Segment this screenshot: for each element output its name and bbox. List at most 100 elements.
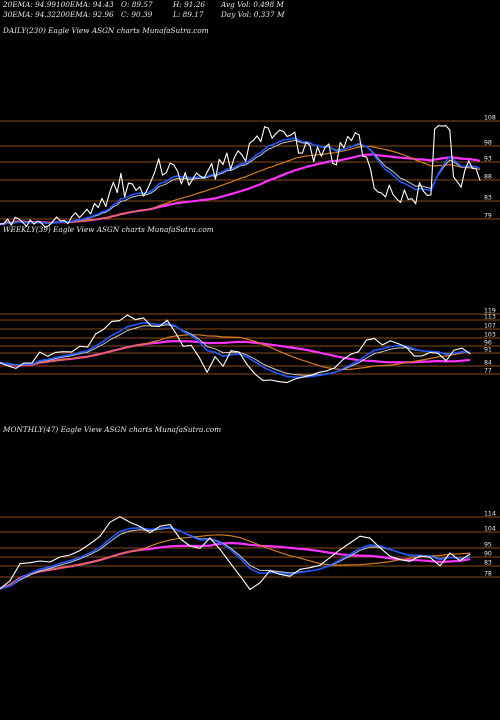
- daily-price-point: [354, 132, 356, 134]
- daily-price-point: [392, 194, 394, 196]
- daily-price-point: [78, 217, 80, 219]
- weekly-tick-label: 91: [484, 347, 492, 354]
- daily-price-point: [422, 190, 424, 192]
- daily-price-point: [105, 206, 107, 207]
- weekly-price-point: [453, 349, 455, 351]
- daily-price-point: [177, 170, 179, 172]
- weekly-tick-label: 103: [484, 332, 496, 339]
- daily-price-point: [479, 180, 481, 181]
- weekly-price-point: [119, 320, 120, 322]
- weekly-price-point: [310, 374, 312, 376]
- daily-price-point: [411, 198, 413, 200]
- daily-price-point: [211, 163, 213, 165]
- open-label: O: 89.57: [121, 0, 153, 9]
- daily-price-point: [403, 189, 405, 191]
- daily-tick-label: 108: [484, 115, 496, 122]
- weekly-price-point: [214, 356, 216, 358]
- monthly-price-point: [119, 516, 121, 518]
- daily-price-point: [335, 164, 337, 166]
- monthly-price-point: [39, 560, 41, 562]
- monthly-price-point: [389, 555, 391, 557]
- weekly-price-point: [71, 351, 73, 353]
- monthly-price-line: [0, 516, 471, 591]
- monthly-price-point: [209, 537, 211, 539]
- daily-price-point: [245, 160, 247, 162]
- monthly-tick-label: 95: [484, 542, 492, 549]
- ema100-label: 100EMA: 94.43: [56, 0, 114, 9]
- monthly-tick-label: 90: [484, 551, 492, 558]
- monthly-price-point: [79, 550, 81, 551]
- weekly-price-point: [103, 328, 105, 330]
- weekly-tick-label: 96: [484, 340, 492, 347]
- daily-price-point: [63, 219, 65, 221]
- daily-price-point: [207, 170, 209, 172]
- monthly-price-point: [109, 521, 111, 523]
- monthly-price-point: [19, 563, 21, 565]
- monthly-price-point: [309, 567, 311, 569]
- weekly-price-point: [358, 351, 359, 353]
- daily-price-point: [18, 218, 20, 220]
- daily-price-point: [218, 159, 220, 160]
- daily-price-point: [90, 213, 92, 215]
- daily-price-point: [33, 223, 35, 225]
- ema200-label: 200EMA: 92.96: [56, 10, 114, 19]
- monthly-price-point: [29, 562, 31, 564]
- daily-price-point: [180, 183, 182, 185]
- weekly-price-point: [389, 340, 391, 342]
- weekly-price-point: [79, 345, 81, 347]
- weekly-price-point: [63, 351, 65, 353]
- daily-ema20-line: [0, 137, 481, 225]
- monthly-price-point: [229, 562, 231, 564]
- weekly-price-point: [421, 355, 423, 357]
- daily-price-point: [143, 195, 145, 197]
- daily-price-point: [445, 125, 447, 127]
- daily-price-point: [419, 182, 420, 183]
- weekly-price-point: [206, 371, 208, 373]
- weekly-tick-label: 77: [484, 368, 492, 375]
- monthly-price-point: [239, 575, 241, 577]
- daily-price-point: [146, 188, 148, 190]
- daily-price-point: [44, 226, 46, 228]
- daily-price-point: [192, 178, 194, 180]
- daily-tick-label: 79: [484, 213, 492, 220]
- monthly-price-point: [199, 547, 201, 549]
- daily-price-point: [407, 198, 409, 200]
- daily-price-point: [22, 221, 24, 223]
- daily-price-point: [188, 184, 190, 186]
- weekly-price-point: [166, 319, 168, 321]
- daily-price-point: [381, 192, 383, 194]
- weekly-price-point: [238, 351, 240, 353]
- daily-price-point: [415, 203, 417, 205]
- monthly-price-point: [139, 526, 141, 527]
- weekly-price-point: [294, 378, 296, 380]
- daily-price-point: [362, 155, 364, 157]
- monthly-price-point: [269, 570, 271, 572]
- weekly-price-point: [246, 363, 248, 365]
- weekly-price-point: [47, 355, 49, 357]
- daily-tick-label: 83: [484, 195, 492, 202]
- monthly-tick-label: 114: [484, 511, 496, 518]
- daily-price-point: [128, 182, 129, 184]
- weekly-price-point: [270, 379, 272, 381]
- daily-price-point: [10, 224, 12, 226]
- daily-tick-label: 88: [484, 174, 492, 181]
- weekly-price-point: [373, 338, 375, 340]
- weekly-price-point: [198, 356, 200, 358]
- daily-price-point: [199, 175, 201, 177]
- weekly-price-point: [7, 365, 9, 367]
- daily-price-point: [67, 223, 69, 225]
- daily-tick-label: 98: [484, 140, 492, 147]
- daily-price-point: [169, 162, 171, 164]
- daily-price-point: [86, 208, 88, 210]
- daily-price-point: [52, 220, 54, 222]
- monthly-price-point: [99, 535, 101, 537]
- daily-price-point: [135, 189, 137, 191]
- daily-price-point: [116, 192, 118, 194]
- low-label: L: 89.17: [173, 10, 204, 19]
- daily-price-point: [124, 196, 126, 198]
- daily-price-point: [82, 213, 84, 215]
- daily-price-point: [71, 216, 73, 218]
- monthly-price-point: [219, 548, 221, 550]
